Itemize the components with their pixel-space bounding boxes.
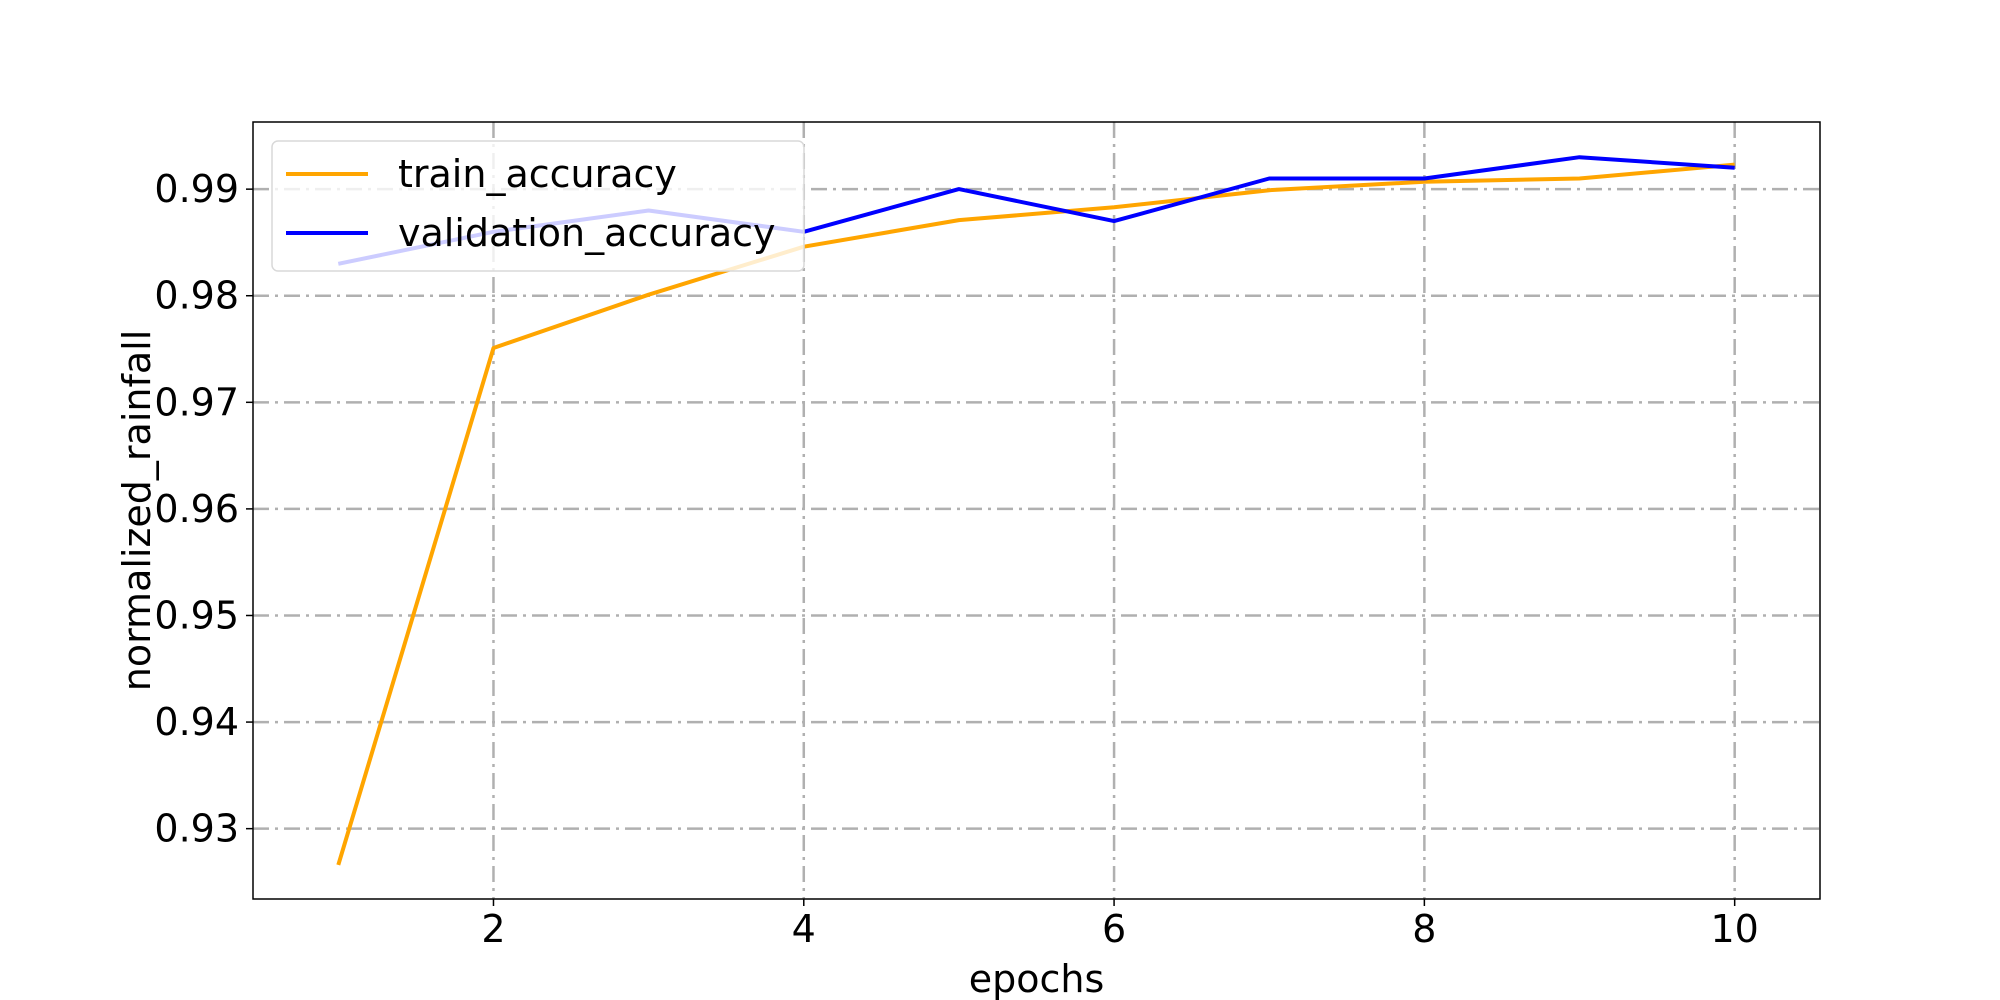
x-tick-label: 10 — [1710, 907, 1758, 951]
y-tick-label: 0.99 — [154, 167, 239, 211]
legend-label-validation: validation_accuracy — [398, 211, 776, 255]
plot-frame — [252, 121, 1821, 900]
x-tick-label: 8 — [1412, 907, 1436, 951]
y-axis-label: normalized_rainfall — [115, 330, 159, 691]
legend: train_accuracy validation_accuracy — [271, 140, 805, 272]
axis-ticks: 2 4 6 8 10 0.93 0.94 0.95 0.96 0.97 0.98 0.99 — [154, 167, 1758, 951]
y-tick-label: 0.96 — [154, 487, 239, 531]
legend-box — [271, 140, 805, 272]
x-tick-label: 2 — [481, 907, 505, 951]
x-tick-label: 4 — [792, 907, 816, 951]
legend-label-train: train_accuracy — [398, 152, 677, 196]
x-axis-label: epochs — [969, 957, 1105, 1000]
x-tick-label: 6 — [1102, 907, 1126, 951]
y-tick-label: 0.95 — [154, 593, 239, 637]
series-line-train — [336, 162, 1735, 866]
y-tick-label: 0.97 — [154, 380, 239, 424]
y-tick-label: 0.98 — [154, 274, 239, 318]
y-tick-label: 0.94 — [154, 700, 239, 744]
y-tick-label: 0.93 — [154, 807, 239, 851]
